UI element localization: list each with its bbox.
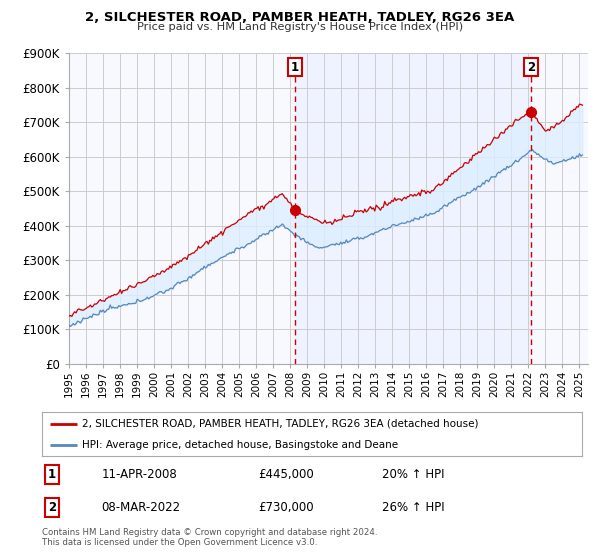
Text: 26% ↑ HPI: 26% ↑ HPI [382, 501, 445, 515]
Text: 08-MAR-2022: 08-MAR-2022 [101, 501, 181, 515]
Text: Contains HM Land Registry data © Crown copyright and database right 2024.
This d: Contains HM Land Registry data © Crown c… [42, 528, 377, 547]
Text: HPI: Average price, detached house, Basingstoke and Deane: HPI: Average price, detached house, Basi… [83, 440, 398, 450]
Text: 1: 1 [47, 468, 56, 481]
Text: £445,000: £445,000 [258, 468, 314, 481]
Text: 2, SILCHESTER ROAD, PAMBER HEATH, TADLEY, RG26 3EA (detached house): 2, SILCHESTER ROAD, PAMBER HEATH, TADLEY… [83, 419, 479, 429]
Text: 2: 2 [47, 501, 56, 515]
Text: 2: 2 [527, 60, 535, 73]
Text: 2, SILCHESTER ROAD, PAMBER HEATH, TADLEY, RG26 3EA: 2, SILCHESTER ROAD, PAMBER HEATH, TADLEY… [85, 11, 515, 24]
Text: Price paid vs. HM Land Registry's House Price Index (HPI): Price paid vs. HM Land Registry's House … [137, 22, 463, 32]
Text: £730,000: £730,000 [258, 501, 314, 515]
Text: 11-APR-2008: 11-APR-2008 [101, 468, 177, 481]
Text: 20% ↑ HPI: 20% ↑ HPI [382, 468, 445, 481]
Text: 1: 1 [291, 60, 299, 73]
Bar [295, 53, 532, 364]
